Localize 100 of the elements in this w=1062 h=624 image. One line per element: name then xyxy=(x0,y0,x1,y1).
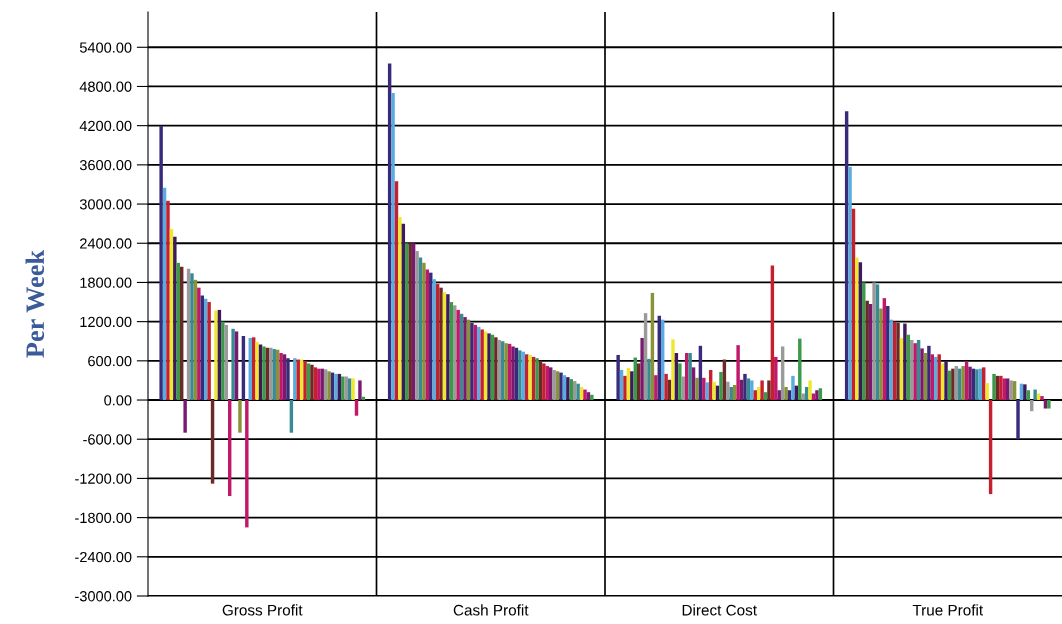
bar xyxy=(750,380,754,401)
bar xyxy=(511,346,515,401)
bar xyxy=(303,360,307,401)
bar xyxy=(760,380,764,401)
bar xyxy=(183,400,187,433)
bar xyxy=(798,338,802,401)
bar xyxy=(391,93,395,401)
bar xyxy=(327,371,331,401)
y-tick-label: 3600.00 xyxy=(79,159,132,171)
bar xyxy=(351,378,355,401)
y-tick-label: 4800.00 xyxy=(79,81,132,92)
bar xyxy=(415,251,419,401)
y-tick-label: -1200.00 xyxy=(75,473,132,484)
x-tick-label: Direct Cost xyxy=(682,604,757,616)
bar xyxy=(736,345,740,401)
bar xyxy=(664,373,668,401)
bar xyxy=(767,380,771,401)
bar xyxy=(214,310,218,401)
bar xyxy=(630,371,634,401)
bar xyxy=(1047,400,1051,409)
bar xyxy=(872,282,876,401)
x-tick-label: Gross Profit xyxy=(222,604,303,616)
bar xyxy=(865,300,869,401)
bar xyxy=(286,358,290,401)
bar xyxy=(623,375,627,401)
bar xyxy=(712,381,716,401)
bar xyxy=(808,380,812,401)
bar xyxy=(1033,389,1037,401)
bar xyxy=(811,393,816,401)
bar xyxy=(422,262,426,401)
bar xyxy=(470,322,474,401)
bar xyxy=(1016,400,1020,440)
bar xyxy=(279,352,283,401)
bar xyxy=(166,200,170,401)
bar xyxy=(879,308,883,401)
bar xyxy=(197,287,201,401)
bar xyxy=(818,388,823,401)
bar xyxy=(913,343,917,401)
x-tick-label: True Profit xyxy=(912,604,984,616)
y-tick-label: -2400.00 xyxy=(75,551,132,563)
bar xyxy=(310,364,314,401)
bar xyxy=(439,287,443,401)
bar xyxy=(801,393,805,401)
bar xyxy=(903,323,907,401)
bar xyxy=(968,366,972,401)
y-tick-label: 600.00 xyxy=(88,355,132,367)
bar xyxy=(654,375,658,401)
bar xyxy=(159,125,163,401)
y-axis-title: Per Week xyxy=(25,249,45,358)
bar xyxy=(238,400,242,433)
bar xyxy=(207,302,211,401)
bar xyxy=(245,400,249,528)
bar xyxy=(398,217,402,401)
bar xyxy=(791,375,795,401)
bar xyxy=(173,236,177,401)
bar xyxy=(951,368,955,401)
y-tick-label: 4200.00 xyxy=(79,120,132,132)
bar xyxy=(487,333,491,401)
bar xyxy=(463,317,467,401)
bar xyxy=(784,386,788,401)
bar xyxy=(927,345,931,401)
y-tick-label: 5400.00 xyxy=(79,42,132,53)
bar xyxy=(1023,384,1027,401)
bar xyxy=(590,394,594,401)
bar xyxy=(494,337,498,401)
bar xyxy=(688,352,692,401)
bar xyxy=(456,309,460,401)
bar xyxy=(255,341,259,401)
bar xyxy=(920,348,924,401)
bar xyxy=(231,328,235,401)
bar xyxy=(678,363,682,401)
bar xyxy=(992,373,996,401)
bar xyxy=(1036,393,1041,401)
bar xyxy=(616,354,620,401)
bar xyxy=(705,382,709,401)
y-tick-label: 0.00 xyxy=(104,395,132,406)
bar xyxy=(647,358,651,401)
bar xyxy=(559,372,563,401)
bar xyxy=(671,339,675,401)
y-tick-label: 1800.00 xyxy=(80,277,132,288)
bar xyxy=(702,377,706,401)
bar xyxy=(432,279,436,401)
y-tick-label: -600.00 xyxy=(83,434,132,445)
bar xyxy=(1043,400,1048,409)
bar xyxy=(848,166,852,401)
bar xyxy=(855,257,859,401)
bar xyxy=(358,380,362,401)
bar xyxy=(896,322,900,401)
bar xyxy=(743,373,747,401)
bar xyxy=(774,356,778,401)
bar xyxy=(985,383,989,401)
bar xyxy=(695,377,699,401)
y-tick-label: -1800.00 xyxy=(75,512,132,524)
bar xyxy=(640,337,644,401)
y-tick-label: 1200.00 xyxy=(80,316,132,328)
bar xyxy=(719,371,723,401)
bar xyxy=(815,390,819,401)
bar xyxy=(583,389,587,401)
bar xyxy=(262,346,266,401)
y-tick-label: 2400.00 xyxy=(80,238,132,249)
